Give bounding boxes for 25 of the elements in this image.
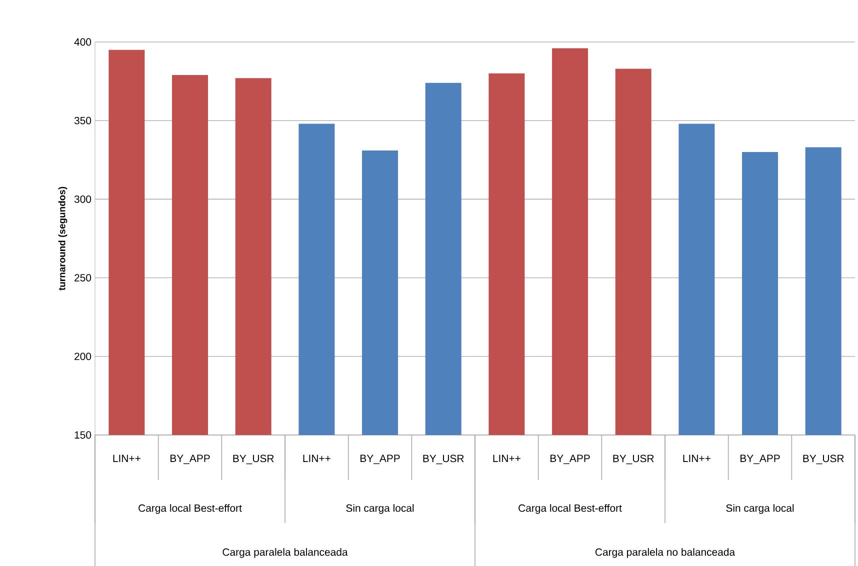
text: Carga paralela no balanceada [595, 548, 736, 558]
x-tick-label: BY_USR [803, 454, 844, 464]
x-tick-label: BY_APP [360, 454, 400, 464]
x-tick-label: BY_APP [170, 454, 210, 464]
y-tick-label: 250 [74, 274, 92, 282]
x-tick-label: LIN++ [493, 454, 520, 462]
y-tick-label: 400 [74, 38, 92, 46]
y-tick-label: 350 [74, 116, 92, 124]
y-tick-label: 300 [74, 195, 92, 203]
x-tick-label: BY_USR [613, 454, 654, 464]
x-tick-label: BY_USR [423, 454, 464, 464]
y-axis-title: turnaround (segundos) [58, 186, 68, 290]
x-tick-label: BY_USR [233, 454, 274, 464]
text: Carga local Best-effort [518, 504, 622, 514]
text: Sin carga local [726, 504, 794, 514]
x-tick-label: LIN++ [683, 454, 710, 462]
text: Carga local Best-effort [138, 504, 242, 514]
y-tick-label: 200 [74, 352, 92, 360]
text: Carga paralela balanceada [222, 548, 348, 558]
x-tick-label: BY_APP [550, 454, 590, 464]
y-tick-label: 150 [74, 431, 92, 439]
x-tick-label: LIN++ [303, 454, 330, 462]
text: Sin carga local [346, 504, 414, 514]
x-tick-label: LIN++ [113, 454, 140, 462]
x-tick-label: BY_APP [740, 454, 780, 464]
